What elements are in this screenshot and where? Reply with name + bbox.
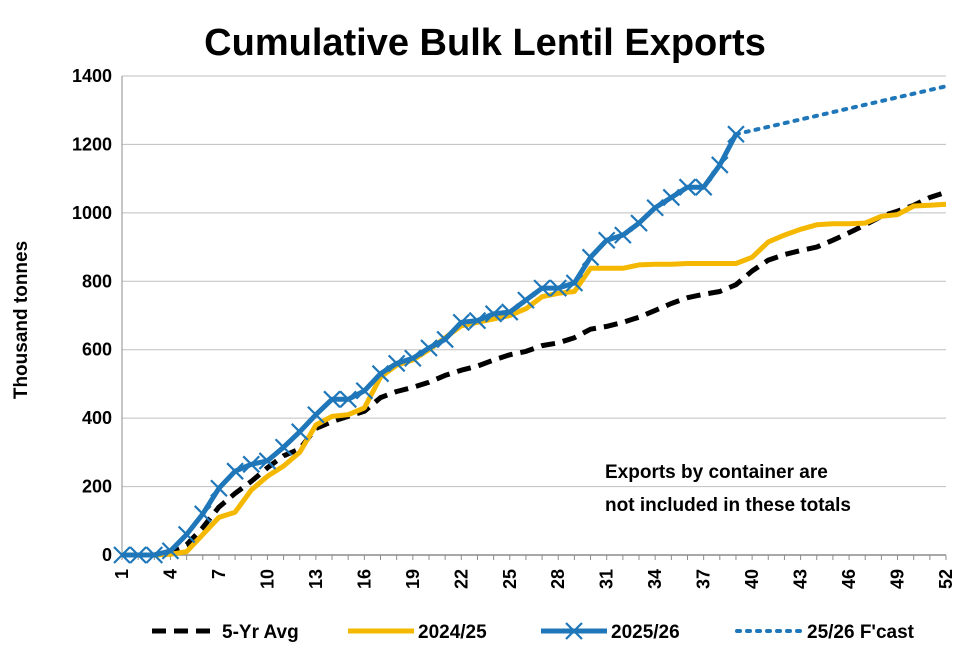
x-tick-label: 34	[645, 569, 665, 589]
y-tick-label: 0	[102, 545, 112, 565]
data-point-marker	[678, 178, 697, 196]
legend: 5-Yr Avg 2024/25 2025/26 25/26 F'cast	[152, 622, 915, 643]
series-line	[734, 84, 948, 137]
y-axis-ticks: 0 200 400 600 800 1000 1200 1400	[72, 66, 112, 565]
x-tick-label: 28	[548, 569, 568, 589]
data-point-marker	[614, 226, 632, 244]
data-point-marker	[274, 438, 293, 457]
data-point-marker	[662, 188, 681, 207]
data-point-marker	[565, 274, 584, 292]
x-tick-label: 46	[839, 569, 859, 589]
data-point-marker	[226, 462, 244, 480]
x-tick-label: 10	[257, 569, 277, 589]
x-tick-label: 7	[209, 569, 229, 579]
data-point-marker	[161, 542, 180, 560]
data-point-marker	[646, 198, 664, 217]
data-point-marker	[452, 313, 471, 332]
legend-label: 2024/25	[418, 622, 487, 643]
data-point-marker	[436, 330, 454, 349]
annotation-line-1: Exports by container are	[605, 462, 828, 483]
y-tick-label: 800	[82, 271, 112, 291]
x-tick-label: 40	[742, 569, 762, 589]
y-tick-label: 400	[82, 408, 112, 428]
y-tick-label: 600	[82, 340, 112, 360]
data-point-marker	[194, 505, 212, 523]
data-point-marker	[177, 525, 196, 544]
data-point-marker	[339, 390, 357, 409]
legend-marker	[565, 622, 583, 640]
data-point-marker	[307, 405, 325, 424]
x-tick-label: 16	[354, 569, 374, 589]
annotation: Exports by container are not included in…	[605, 462, 851, 516]
data-point-marker	[323, 390, 341, 409]
data-point-marker	[533, 279, 551, 297]
x-tick-label: 37	[694, 569, 714, 589]
x-tick-label: 1	[112, 569, 132, 579]
legend-label: 2025/26	[611, 622, 680, 643]
data-point-marker	[290, 423, 309, 441]
data-point-marker	[129, 546, 147, 564]
series-line	[122, 201, 947, 558]
x-tick-label: 22	[451, 569, 471, 589]
data-point-marker	[242, 455, 261, 474]
x-tick-label: 25	[500, 569, 520, 589]
data-point-marker	[711, 156, 729, 174]
data-point-marker	[420, 339, 438, 357]
x-tick-label: 49	[888, 569, 908, 589]
data-point-marker	[517, 291, 535, 309]
legend-label: 5-Yr Avg	[222, 622, 299, 643]
data-point-marker	[387, 354, 406, 373]
y-tick-label: 1000	[72, 203, 112, 223]
y-tick-label: 1400	[72, 66, 112, 86]
chart-title: Cumulative Bulk Lentil Exports	[204, 22, 766, 64]
data-point-marker	[484, 305, 503, 323]
y-axis-title: Thousand tonnes	[11, 241, 32, 399]
x-tick-label: 43	[791, 569, 811, 589]
y-tick-label: 1200	[72, 134, 112, 154]
data-point-marker	[355, 381, 374, 400]
data-point-marker	[597, 231, 616, 250]
legend-label: 25/26 F'cast	[807, 622, 915, 643]
data-point-marker	[694, 178, 713, 196]
data-point-marker	[371, 364, 390, 383]
data-point-marker	[404, 349, 422, 368]
x-tick-label: 19	[403, 569, 423, 589]
x-tick-label: 52	[936, 569, 956, 589]
data-point-marker	[258, 452, 277, 470]
annotation-line-2: not included in these totals	[605, 495, 851, 516]
series-lines	[113, 84, 948, 564]
x-axis-ticks: 1 4 7 10 13 16 19 22 25 28 31 34 37 40 43 46 49 52	[112, 569, 956, 589]
data-point-marker	[210, 479, 228, 498]
data-point-marker	[113, 546, 131, 564]
y-tick-label: 200	[82, 477, 112, 497]
series-line	[122, 189, 947, 558]
data-point-marker	[549, 279, 568, 297]
data-point-marker	[630, 214, 648, 232]
data-point-marker	[145, 546, 164, 564]
data-point-marker	[581, 248, 600, 267]
data-point-marker	[468, 311, 487, 330]
x-tick-label: 13	[306, 569, 326, 589]
x-tick-label: 31	[597, 569, 617, 589]
data-point-marker	[500, 303, 519, 321]
x-tick-label: 4	[160, 569, 180, 579]
